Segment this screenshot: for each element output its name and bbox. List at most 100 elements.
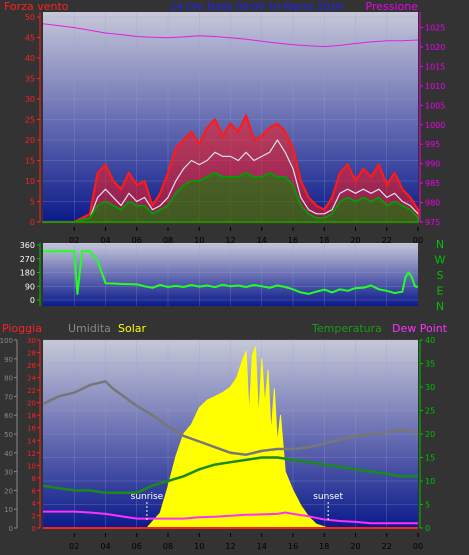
- dew-point-line: [43, 510, 418, 525]
- panel1-x-tick-label: 18: [319, 236, 329, 245]
- panel3-annotations: sunrise sunset: [131, 492, 344, 522]
- compass-label-w: W: [435, 254, 446, 267]
- panel3-temperature-tick-label: 30: [425, 383, 435, 392]
- panel3-x-tick-label: 12: [225, 542, 235, 551]
- panel3-temperature-tick-label: 35: [425, 360, 435, 369]
- panel1-x-tick-label: 20: [350, 236, 360, 245]
- panel3-x-tick-label: 02: [69, 542, 79, 551]
- wind-speed-line: [41, 114, 420, 224]
- panel3-rain-tick-label: 12: [27, 450, 36, 458]
- panel1-right-tick-label: 1015: [425, 62, 445, 71]
- panel3-label-solar: Solar: [118, 322, 147, 335]
- panel2-left-tick-label: 360: [20, 241, 35, 250]
- panel1-left-tick-label: 30: [25, 95, 35, 104]
- panel3-humidity-tick-label: 30: [4, 469, 13, 477]
- panel3-temperature-tick-label: 40: [425, 336, 435, 345]
- panel3-humidity-tick-label: 0: [9, 525, 13, 533]
- panel1-left-tick-label: 50: [25, 13, 35, 22]
- panel1-right-tick-label: 1020: [425, 43, 445, 52]
- panel2-left-tick-label: 90: [25, 282, 35, 291]
- wind-avg-line: [42, 171, 419, 223]
- panel3-x-tick-label: 00: [413, 542, 423, 551]
- panel1-right-tick-label: 1000: [425, 121, 445, 130]
- panel3-series: [42, 347, 419, 529]
- solar-area: [146, 347, 329, 529]
- panel1-x-tick-label: 22: [382, 236, 392, 245]
- panel3-x-tick-label: 10: [194, 542, 204, 551]
- panel1-right-tick-label: 1010: [425, 82, 445, 91]
- panel3-x-tick-label: 16: [288, 542, 298, 551]
- panel1-x-tick-label: 00: [413, 236, 423, 245]
- temperature-line: [42, 456, 418, 495]
- panel3-x-tick-label: 08: [163, 542, 173, 551]
- panel3-x-axis: 02 04 06 08 10 12 14 16 18 20 22 00: [69, 533, 423, 551]
- panel3-rain-tick-label: 18: [27, 412, 36, 420]
- sunrise-label: sunrise: [131, 492, 164, 502]
- panel1-left-tick-label: 5: [30, 198, 35, 207]
- panel3-x-tick-label: 18: [319, 542, 329, 551]
- panel3-humidity-tick-label: 80: [4, 375, 13, 383]
- panel1-x-axis: 02 04 06 08 10 12 14 16 18 20 22 00: [69, 227, 423, 245]
- panel1-left-axis: 0 5 10 15 20 25 30 35 40 45 50: [25, 12, 41, 227]
- panel1-right-tick-label: 1025: [425, 24, 445, 33]
- panel3-x-tick-label: 14: [257, 542, 267, 551]
- compass-label-n: N: [436, 238, 444, 251]
- panel3-temperature-tick-label: 10: [425, 477, 435, 486]
- panel3-x-tick-label: 22: [382, 542, 392, 551]
- panel3-x-tick-label: 20: [350, 542, 360, 551]
- panel1-right-tick-label: 1005: [425, 101, 445, 110]
- panel1-left-tick-label: 40: [25, 54, 35, 63]
- panel3-humidity-tick-label: 100: [0, 337, 13, 345]
- panel3-label-humidity: Umidita: [68, 322, 111, 335]
- panel3-rain-tick-label: 26: [27, 362, 36, 370]
- panel3-humidity-tick-label: 60: [4, 412, 13, 420]
- panel2-left-tick-label: 0: [30, 296, 35, 305]
- panel2-left-tick-label: 270: [20, 255, 35, 264]
- panel3-label-rain: Pioggia: [2, 322, 42, 335]
- panel1-left-tick-label: 45: [25, 34, 35, 43]
- panel1-title: 24 Ore Dalle 00:00 10 Marzo 2016: [170, 2, 342, 13]
- panel3-temperature-tick-label: 5: [425, 501, 430, 510]
- panel1-right-tick-label: 985: [425, 179, 440, 188]
- humidity-line: [42, 380, 419, 456]
- panel1-x-tick-label: 06: [132, 236, 142, 245]
- wind-direction-line: [42, 250, 419, 295]
- panel3-x-tick-label: 06: [132, 542, 142, 551]
- panel3-rain-tick-label: 8: [32, 475, 36, 483]
- panel1-x-tick-label: 04: [100, 236, 110, 245]
- sunset-label: sunset: [313, 492, 343, 502]
- panel3-rain-tick-label: 4: [32, 500, 37, 508]
- panel1-left-tick-label: 35: [25, 75, 35, 84]
- panel3-rain-tick-label: 22: [27, 387, 36, 395]
- panel1-right-axis: 975 980 985 990 995 1000 1005 1010 1015 1020 1025: [419, 12, 445, 227]
- panel1-right-tick-label: 990: [425, 160, 440, 169]
- compass-label-n: N: [436, 300, 444, 313]
- panel1-left-tick-label: 0: [30, 218, 35, 227]
- panel3-rain-tick-label: 24: [27, 375, 36, 383]
- panel1-right-tick-label: 995: [425, 140, 440, 149]
- panel3-humidity-tick-label: 40: [4, 450, 13, 458]
- panel1-x-tick-label: 14: [257, 236, 267, 245]
- panel3-humidity-tick-label: 20: [4, 487, 13, 495]
- panel3-temperature-tick-label: 0: [425, 524, 430, 533]
- panel3-rain-tick-label: 2: [32, 512, 36, 520]
- panel1-left-tick-label: 10: [25, 177, 35, 186]
- panel3-rain-tick-label: 30: [27, 337, 36, 345]
- panel3-humidity-tick-label: 50: [4, 431, 13, 439]
- panel1-left-tick-label: 20: [25, 136, 35, 145]
- panel1-x-tick-label: 02: [69, 236, 79, 245]
- panel2-left-axis: 0 90 180 270 360: [20, 241, 41, 306]
- panel3-temperature-axis: 0 5 10 15 20 25 30 35 40: [419, 336, 435, 533]
- panel3-temperature-tick-label: 15: [425, 454, 435, 463]
- panel3-rain-tick-label: 20: [27, 400, 36, 408]
- panel3-rain-tick-label: 28: [27, 350, 36, 358]
- panel3-rain-tick-label: 10: [27, 462, 36, 470]
- panel1-x-tick-label: 12: [225, 236, 235, 245]
- panel2-series: [42, 250, 419, 295]
- panel3-label-temperature: Temperatura: [311, 322, 382, 335]
- panel3-temperature-tick-label: 20: [425, 430, 435, 439]
- panel2-grid: [43, 243, 418, 306]
